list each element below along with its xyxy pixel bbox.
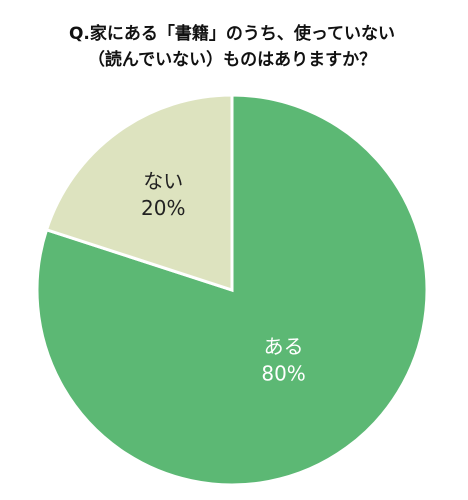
chart-title: Q.家にある「書籍」のうち、使っていない	[69, 23, 395, 44]
slice-label: ない	[143, 169, 183, 193]
chart-title: （読んでいない）ものはありますか？	[88, 49, 376, 70]
slice-label: ある	[264, 334, 304, 358]
slice-value-label: 20%	[141, 196, 185, 220]
pie-slice	[44, 93, 234, 293]
slice-value-label: 80%	[261, 361, 305, 385]
